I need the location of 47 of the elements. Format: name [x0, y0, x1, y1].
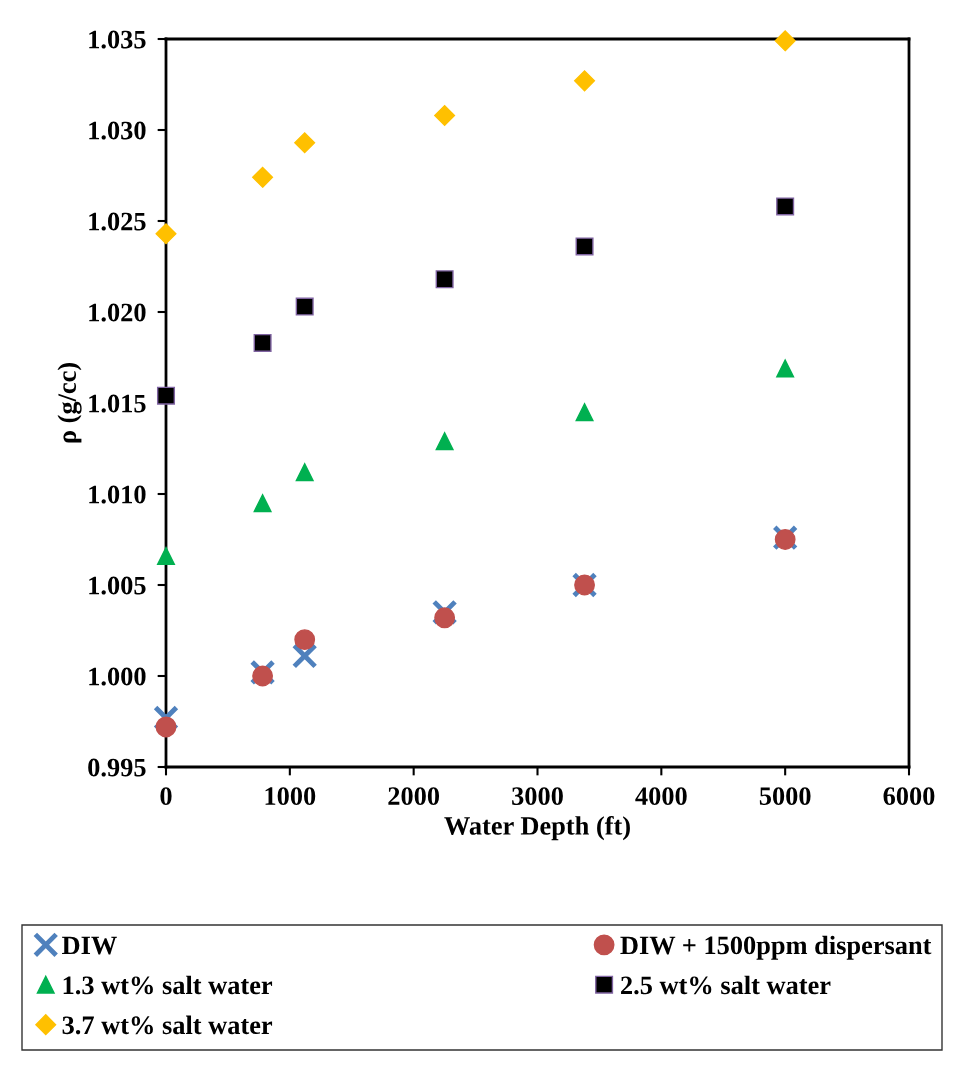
- y-tick-label: 1.030: [89, 121, 146, 140]
- y-tick-label: 1.035: [89, 30, 146, 49]
- y-tick-label: 1.015: [89, 394, 146, 413]
- point: [155, 716, 177, 738]
- y-axis-title: ρ (g/cc): [57, 363, 82, 443]
- y-tick-label: 1.025: [89, 212, 146, 231]
- x-axis-title: Water Depth (ft): [444, 815, 630, 841]
- y-tick-label: 0.995: [88, 758, 146, 777]
- point: [253, 333, 272, 352]
- point: [575, 237, 594, 256]
- point: [434, 607, 456, 629]
- point: [156, 386, 176, 405]
- point: [434, 104, 456, 126]
- point: [156, 546, 176, 565]
- legend-label: 1.3 wt% salt water: [63, 975, 273, 995]
- x-tick-label: 5000: [759, 787, 811, 806]
- point: [253, 494, 272, 513]
- y-tick-label: 1.000: [89, 667, 146, 686]
- x-tick-label: 2000: [388, 787, 440, 806]
- legend-label: DIW + 1500ppm dispersant: [620, 935, 932, 960]
- point: [252, 665, 274, 687]
- point: [294, 629, 316, 651]
- point: [294, 132, 316, 154]
- point: [575, 403, 594, 422]
- point: [291, 643, 318, 669]
- x-tick-label: 0: [160, 787, 172, 806]
- point: [774, 529, 796, 550]
- x-tick-label: 1000: [265, 787, 316, 806]
- point: [435, 270, 454, 289]
- point: [252, 166, 274, 188]
- point: [776, 359, 795, 378]
- y-tick-label: 1.005: [89, 576, 146, 595]
- legend-label: DIW: [62, 936, 117, 955]
- x-tick-label: 3000: [512, 787, 563, 806]
- point: [295, 463, 314, 482]
- point: [155, 223, 177, 245]
- point: [574, 70, 596, 92]
- point: [435, 432, 454, 451]
- x-tick-label: 6000: [883, 787, 935, 806]
- legend-label: 2.5 wt% salt water: [621, 975, 831, 995]
- legend-label: 3.7 wt% salt water: [62, 1015, 273, 1035]
- point: [776, 197, 795, 216]
- y-tick-label: 1.010: [89, 485, 146, 504]
- y-tick-label: 1.020: [89, 303, 146, 322]
- point: [295, 297, 314, 316]
- x-tick-label: 4000: [635, 787, 687, 806]
- point: [774, 30, 796, 52]
